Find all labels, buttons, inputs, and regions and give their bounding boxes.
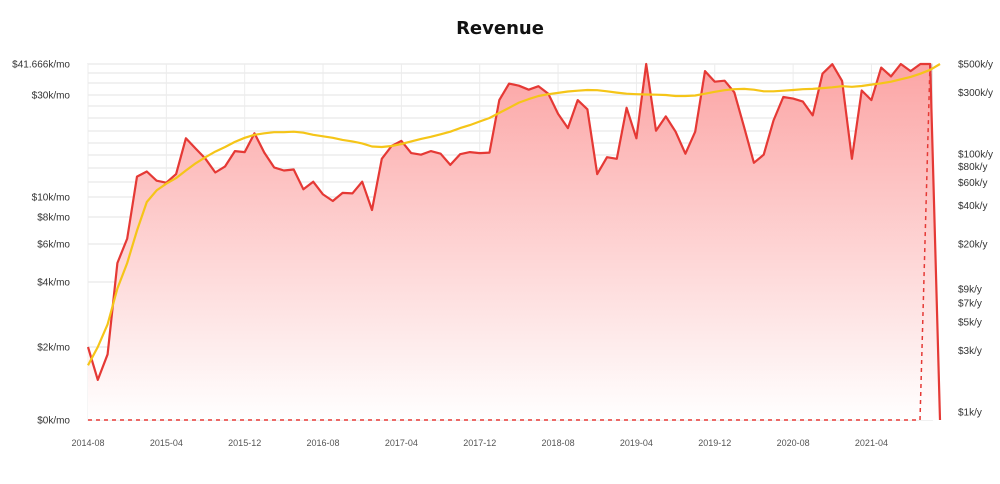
- y-right-tick-label: $300k/y: [958, 88, 993, 99]
- y-left-tick-label: $2k/mo: [37, 343, 70, 354]
- x-tick-label: 2019-12: [698, 438, 731, 448]
- axes: $0k/mo $2k/mo $4k/mo $6k/mo $8k/mo $10k/mo $30…: [12, 60, 993, 449]
- x-tick-label: 2015-04: [150, 438, 183, 448]
- x-tick-label: 2015-12: [228, 438, 261, 448]
- y-right-tick-label: $100k/y: [958, 150, 993, 161]
- y-right-tick-label: $1k/y: [958, 408, 982, 419]
- revenue-fill: [88, 64, 940, 420]
- y-left-tick-label: $4k/mo: [37, 278, 70, 289]
- y-right-tick-label: $60k/y: [958, 178, 987, 189]
- x-tick-label: 2020-08: [777, 438, 810, 448]
- x-tick-label: 2017-04: [385, 438, 418, 448]
- y-left-tick-label: $30k/mo: [32, 91, 71, 102]
- revenue-line: [86, 62, 942, 421]
- series-lines: [86, 62, 942, 421]
- y-left-tick-label: $8k/mo: [37, 213, 70, 224]
- y-left-tick-label: $41.666k/mo: [12, 60, 70, 71]
- dashed-projection: [919, 63, 931, 421]
- y-right-tick-label: $5k/y: [958, 317, 982, 328]
- chart-title: Revenue: [456, 18, 544, 39]
- y-right-tick-label: $20k/y: [958, 240, 987, 251]
- y-right-tick-label: $80k/y: [958, 162, 987, 173]
- revenue-area: [88, 64, 940, 420]
- y-right-tick-label: $500k/y: [958, 60, 993, 71]
- y-left-tick-label: $0k/mo: [37, 416, 70, 427]
- y-left-tick-label: $6k/mo: [37, 240, 70, 251]
- y-right-tick-label: $40k/y: [958, 201, 987, 212]
- trend-line: [87, 63, 941, 366]
- x-tick-label: 2017-12: [463, 438, 496, 448]
- y-right-tick-label: $7k/y: [958, 299, 982, 310]
- x-tick-label: 2021-04: [855, 438, 888, 448]
- x-tick-label: 2014-08: [71, 438, 104, 448]
- y-right-tick-label: $3k/y: [958, 346, 982, 357]
- x-tick-label: 2019-04: [620, 438, 653, 448]
- y-right-tick-label: $9k/y: [958, 284, 982, 295]
- x-tick-label: 2018-08: [542, 438, 575, 448]
- x-tick-label: 2016-08: [307, 438, 340, 448]
- y-left-tick-label: $10k/mo: [32, 193, 71, 204]
